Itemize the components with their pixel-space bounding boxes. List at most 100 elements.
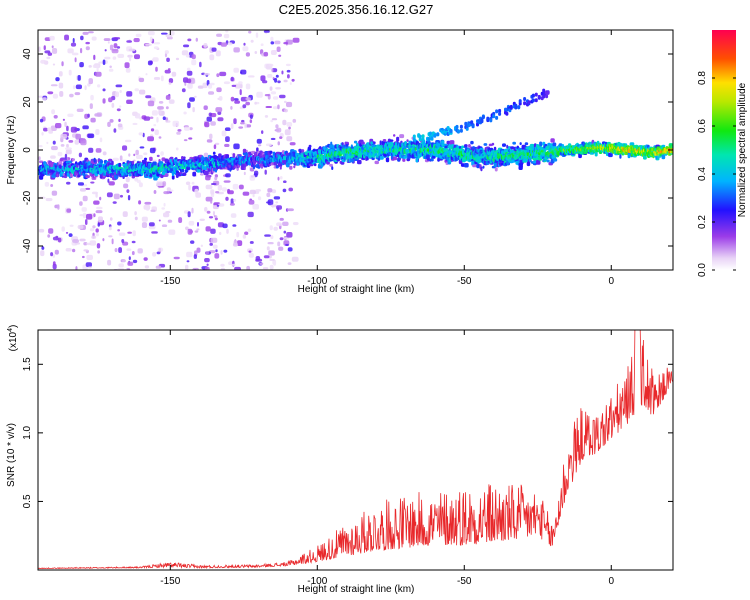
noise-cell: [277, 141, 280, 146]
noise-cell: [189, 97, 195, 102]
band-cell: [379, 156, 384, 160]
noise-cell: [166, 57, 170, 62]
noise-cell: [64, 34, 69, 41]
branch-cell: [509, 104, 513, 109]
noise-cell: [107, 178, 110, 183]
band-cell: [341, 142, 344, 146]
noise-cell: [38, 228, 45, 233]
noise-cell: [224, 127, 231, 131]
noise-cell: [226, 228, 229, 234]
noise-cell: [133, 38, 140, 43]
noise-cell: [108, 181, 115, 186]
noise-cell: [189, 127, 193, 131]
band-cell: [293, 165, 296, 169]
noise-cell: [263, 255, 270, 259]
noise-cell: [153, 42, 161, 45]
noise-cell: [269, 225, 273, 231]
noise-cell: [138, 182, 143, 188]
band-cell: [329, 163, 333, 167]
noise-cell: [282, 221, 289, 226]
band-cell: [242, 148, 247, 153]
noise-cell: [128, 48, 136, 52]
noise-cell: [234, 266, 241, 270]
band-cell: [444, 145, 449, 149]
band-cell: [283, 160, 286, 165]
noise-cell: [164, 50, 169, 54]
noise-cell: [72, 38, 75, 43]
band-cell: [470, 140, 474, 145]
noise-cell: [85, 219, 88, 225]
noise-cell: [203, 152, 209, 158]
noise-cell: [93, 54, 96, 60]
noise-cell: [215, 191, 220, 194]
noise-cell: [216, 33, 222, 37]
noise-cell: [122, 259, 126, 262]
noise-cell: [284, 100, 287, 104]
noise-cell: [185, 181, 191, 186]
noise-cell: [275, 124, 279, 129]
noise-cell: [183, 139, 188, 142]
noise-cell: [150, 134, 154, 137]
noise-cell: [168, 82, 172, 85]
noise-cell: [158, 109, 162, 115]
noise-cell: [225, 30, 229, 33]
noise-cell: [103, 38, 111, 41]
noise-cell: [215, 249, 218, 253]
snr-scale-factor: (x104): [7, 325, 19, 352]
noise-cell: [183, 44, 190, 48]
noise-cell: [209, 54, 215, 61]
band-cell: [317, 149, 322, 153]
spectrogram-x-tick-label: 0: [608, 276, 614, 287]
noise-cell: [197, 85, 204, 89]
noise-cell: [200, 244, 203, 247]
band-cell: [510, 146, 515, 150]
noise-cell: [244, 122, 247, 129]
noise-cell: [77, 75, 81, 81]
noise-cell: [186, 260, 190, 263]
band-cell: [85, 175, 90, 179]
noise-cell: [132, 259, 138, 264]
noise-cell: [287, 247, 293, 252]
band-cell: [218, 153, 222, 158]
noise-cell: [277, 176, 280, 181]
band-cell: [307, 146, 312, 151]
noise-cell: [283, 230, 287, 234]
noise-cell: [54, 249, 59, 255]
band-cell: [594, 151, 598, 157]
noise-cell: [194, 95, 197, 98]
noise-cell: [134, 54, 140, 60]
noise-cell: [52, 93, 58, 99]
noise-cell: [220, 250, 223, 255]
noise-cell: [88, 78, 93, 85]
noise-cell: [234, 83, 241, 89]
noise-cell: [249, 189, 256, 195]
noise-cell: [187, 83, 193, 89]
noise-cell: [279, 136, 283, 139]
noise-cell: [93, 213, 96, 218]
noise-cell: [117, 229, 120, 232]
noise-cell: [95, 233, 99, 237]
noise-cell: [119, 90, 122, 93]
noise-cell: [60, 144, 65, 147]
noise-cell: [75, 84, 82, 90]
band-cell: [520, 152, 523, 155]
noise-cell: [233, 199, 237, 202]
noise-cell: [44, 50, 51, 54]
noise-cell: [233, 67, 239, 73]
noise-cell: [267, 188, 273, 193]
noise-cell: [284, 129, 291, 136]
noise-cell: [134, 88, 139, 92]
branch-cell: [531, 98, 535, 103]
noise-cell: [187, 228, 193, 235]
noise-cell: [242, 104, 247, 109]
band-cell: [550, 138, 555, 143]
colorbar-tick-label: 0.6: [697, 119, 708, 133]
noise-cell: [97, 216, 103, 223]
noise-cell: [72, 248, 76, 253]
noise-cell: [245, 101, 250, 106]
band-cell: [256, 147, 259, 152]
noise-cell: [248, 252, 254, 258]
noise-cell: [160, 151, 164, 156]
noise-cell: [204, 266, 210, 270]
noise-cell: [70, 126, 78, 133]
